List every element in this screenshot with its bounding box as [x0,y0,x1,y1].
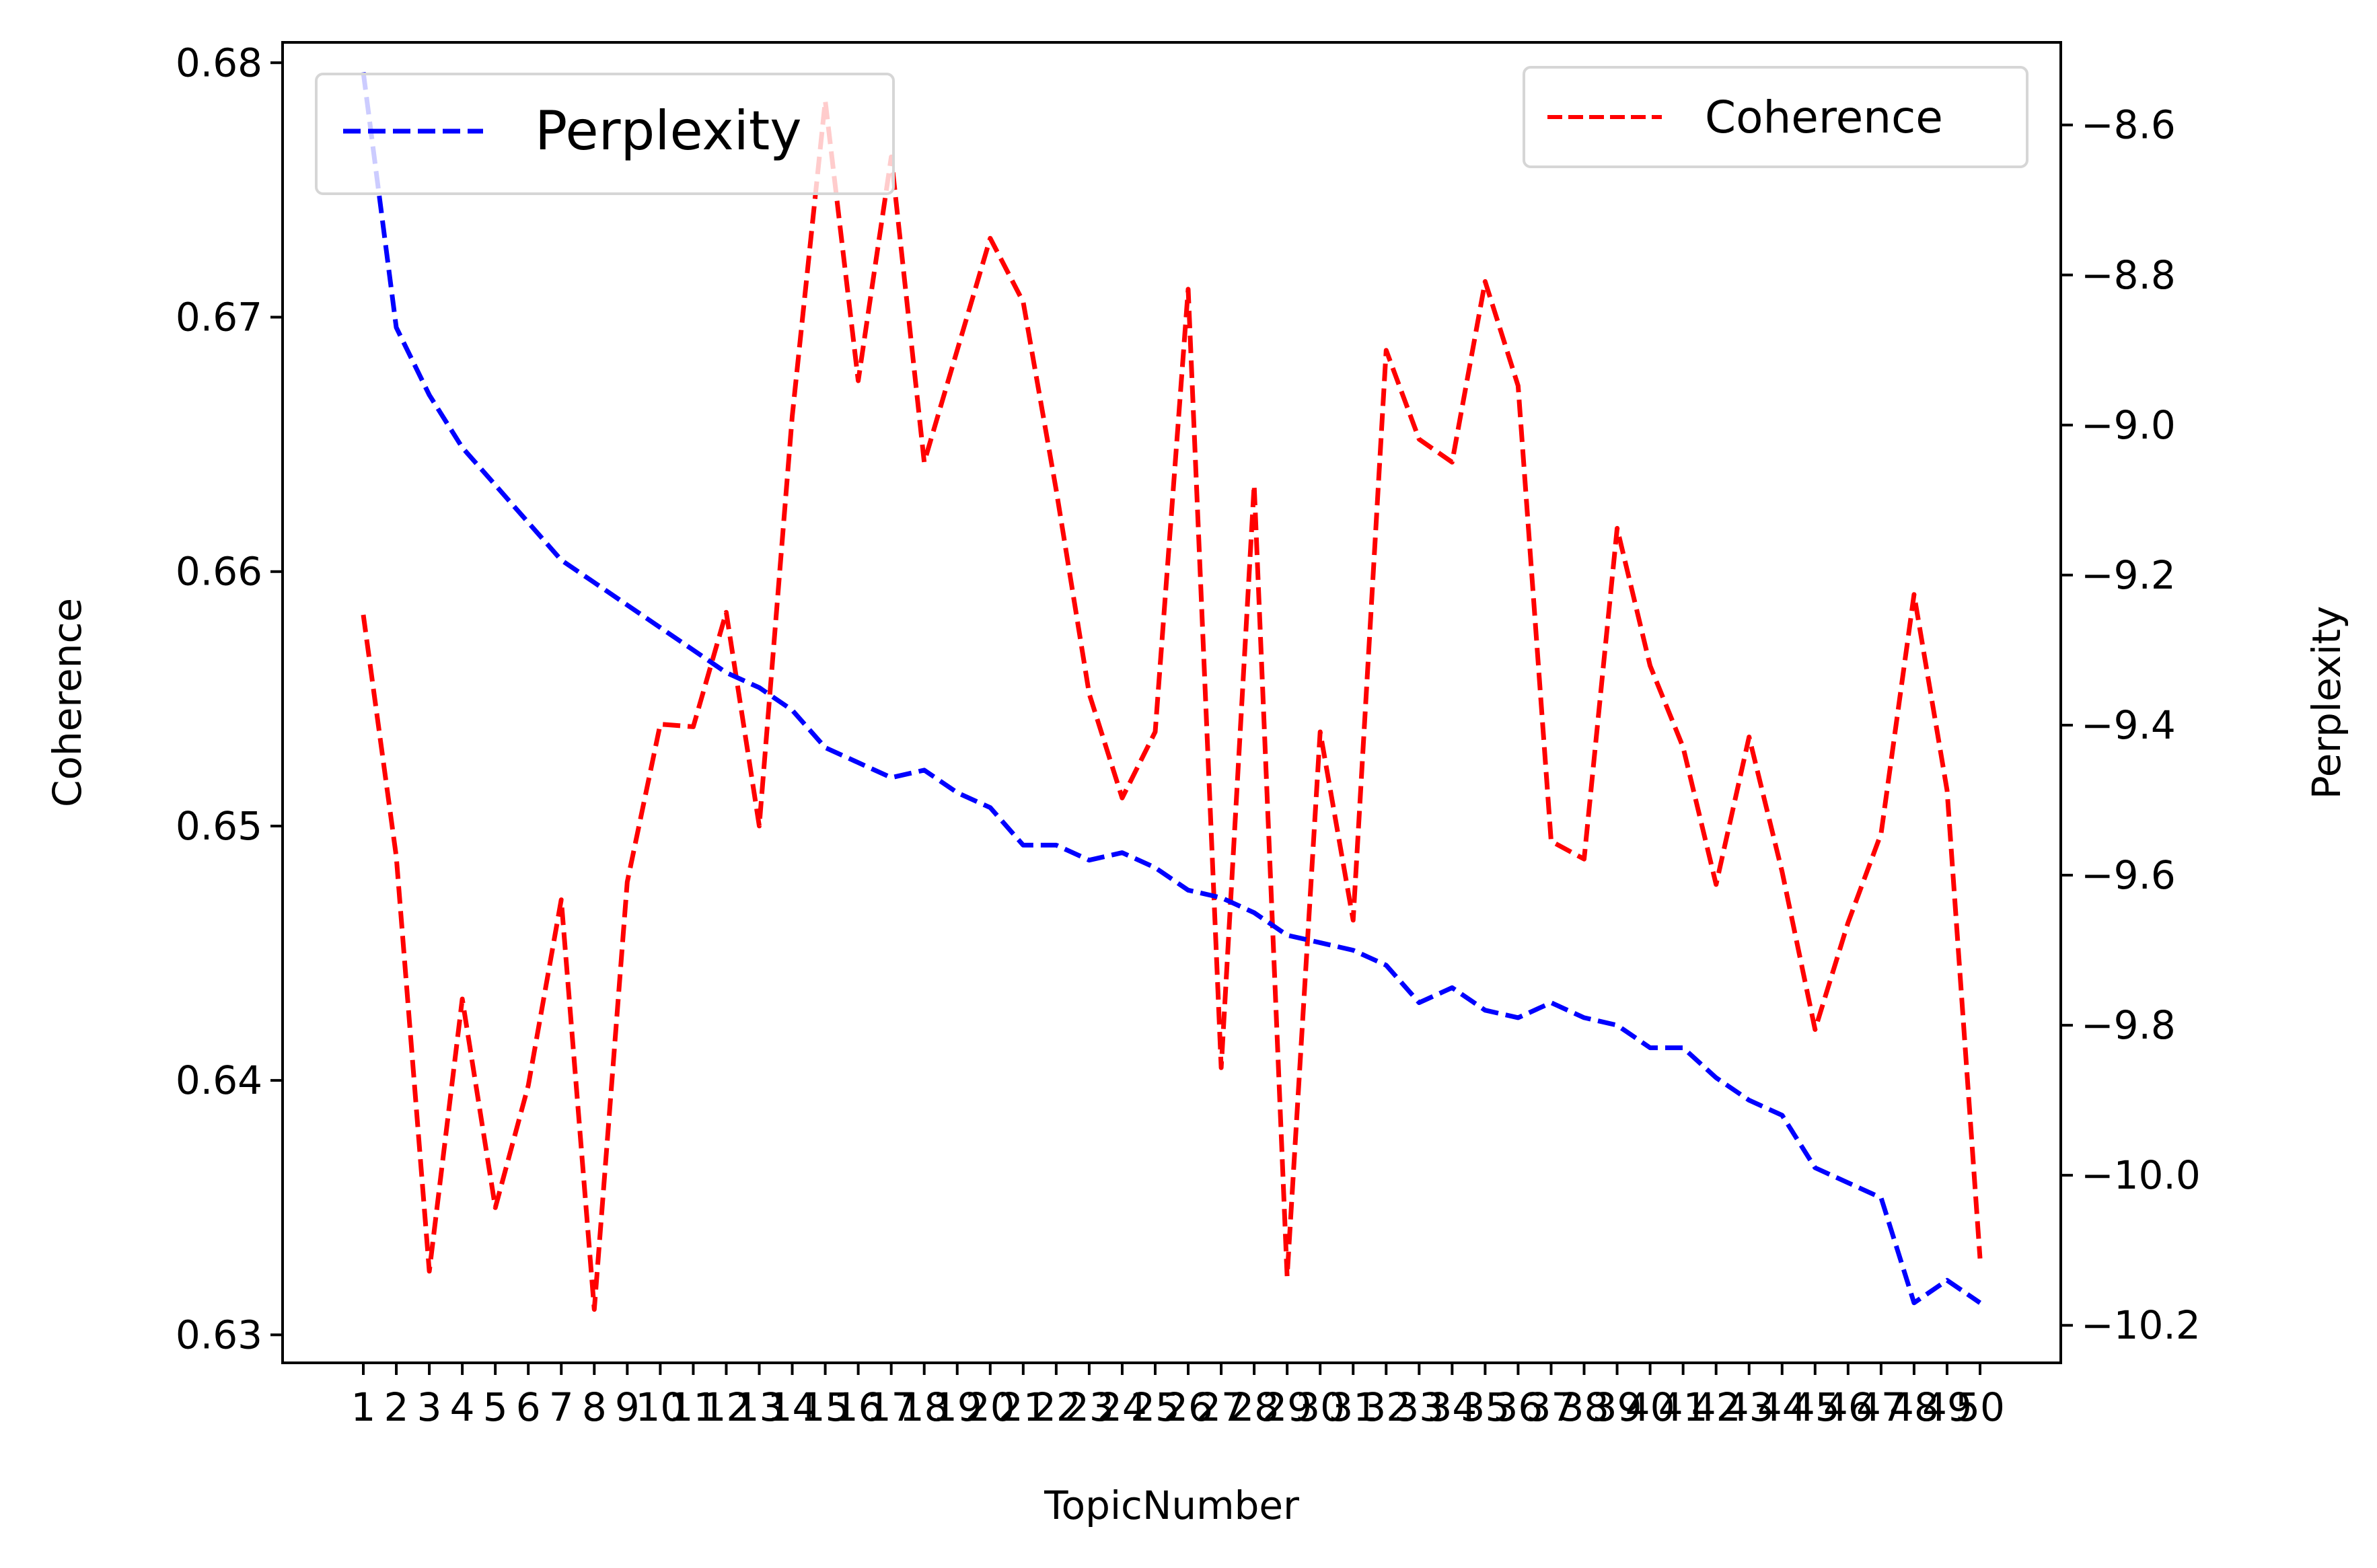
x-tick-label: 24 [1097,1384,1147,1430]
x-tick-label: 40 [1625,1384,1675,1430]
x-tick-label: 5 [483,1384,508,1430]
x-tick-label: 48 [1889,1384,1939,1430]
x-tick-label: 12 [702,1384,752,1430]
x-tick-label: 20 [965,1384,1015,1430]
x-tick-label: 18 [900,1384,949,1430]
x-tick-label: 49 [1922,1384,1972,1430]
x-tick-label: 4 [450,1384,475,1430]
x-tick-label: 34 [1427,1384,1477,1430]
x-axis-label: TopicNumber [1044,1483,1299,1528]
x-tick-label: 36 [1494,1384,1543,1430]
right-y-tick-label: −9.6 [2081,852,2176,898]
x-tick-label: 22 [1031,1384,1081,1430]
coherence-line [361,98,1983,1312]
x-tick-label: 26 [1163,1384,1213,1430]
right-y-tick-label: −10.0 [2081,1152,2201,1198]
x-tick-label: 28 [1229,1384,1279,1430]
x-tick-label: 41 [1658,1384,1708,1430]
x-tick-label: 2 [384,1384,409,1430]
x-tick-label: 31 [1328,1384,1378,1430]
right-y-tick-label: −9.4 [2081,702,2176,748]
right-y-tick-label: −10.2 [2081,1302,2201,1348]
x-tick-label: 9 [615,1384,640,1430]
x-tick-label: 42 [1691,1384,1741,1430]
x-tick-label: 17 [867,1384,916,1430]
x-tick-label: 7 [549,1384,574,1430]
x-tick-label: 14 [768,1384,817,1430]
x-tick-label: 19 [932,1384,982,1430]
x-tick-label: 1 [351,1384,376,1430]
x-tick-label: 3 [417,1384,442,1430]
right-y-tick-label: −8.8 [2081,252,2176,298]
left-y-axis: 0.63 0.64 0.65 0.66 0.67 0.68 [176,40,283,1357]
x-tick-label: 32 [1361,1384,1411,1430]
right-y-tick-label: −9.8 [2081,1002,2176,1048]
x-tick-label: 46 [1823,1384,1873,1430]
x-tick-label: 33 [1394,1384,1444,1430]
right-y-axis: −10.2 −10.0 −9.8 −9.6 −9.4 −9.2 −9.0 −8.8 −8.6 [2061,102,2201,1348]
legend-coherence-label: Coherence [1705,91,1943,143]
left-y-tick-label: 0.63 [176,1312,262,1357]
x-tick-label: 43 [1724,1384,1774,1430]
right-y-tick-label: −9.0 [2081,402,2176,448]
left-y-tick-label: 0.67 [176,294,262,340]
x-tick-label: 27 [1196,1384,1246,1430]
x-tick-label: 15 [801,1384,850,1430]
left-y-tick-label: 0.66 [176,549,262,595]
x-tick-label: 13 [735,1384,784,1430]
x-tick-label: 47 [1856,1384,1906,1430]
left-y-tick-label: 0.68 [176,40,262,85]
x-tick-label: 45 [1790,1384,1840,1430]
x-tick-label: 21 [998,1384,1048,1430]
legend-coherence: Coherence [1523,66,2028,168]
x-tick-label: 29 [1262,1384,1312,1430]
x-tick-label: 16 [834,1384,883,1430]
plot-area-frame [281,41,2062,1364]
perplexity-line [361,72,1981,1306]
legend-coherence-box [1523,66,2028,168]
right-y-axis-label: Perplexity [2304,606,2349,800]
x-tick-label: 38 [1560,1384,1609,1430]
x-tick-label: 50 [1955,1384,2005,1430]
legend-perplexity: Perplexity [315,73,895,195]
legend-perplexity-box [315,73,895,195]
x-tick-label: 39 [1593,1384,1642,1430]
x-tick-label: 10 [635,1384,685,1430]
x-tick-label: 35 [1460,1384,1510,1430]
x-tick-label: 11 [669,1384,719,1430]
x-axis: 1 2 3 4 5 6 7 8 91011121314151617181920212223242… [351,1363,2005,1430]
legend-perplexity-label: Perplexity [535,100,802,162]
left-y-tick-label: 0.64 [176,1057,262,1103]
x-tick-label: 30 [1295,1384,1345,1430]
right-y-tick-label: −9.2 [2081,552,2176,598]
x-tick-label: 44 [1757,1384,1807,1430]
x-tick-label: 25 [1130,1384,1180,1430]
x-tick-label: 6 [516,1384,541,1430]
right-y-tick-label: −8.6 [2081,102,2176,148]
x-tick-label: 37 [1527,1384,1576,1430]
x-tick-label: 23 [1064,1384,1114,1430]
left-y-tick-label: 0.65 [176,803,262,849]
left-y-axis-label: Coherence [44,598,90,807]
x-tick-label: 8 [582,1384,607,1430]
series-layer [361,72,1983,1312]
